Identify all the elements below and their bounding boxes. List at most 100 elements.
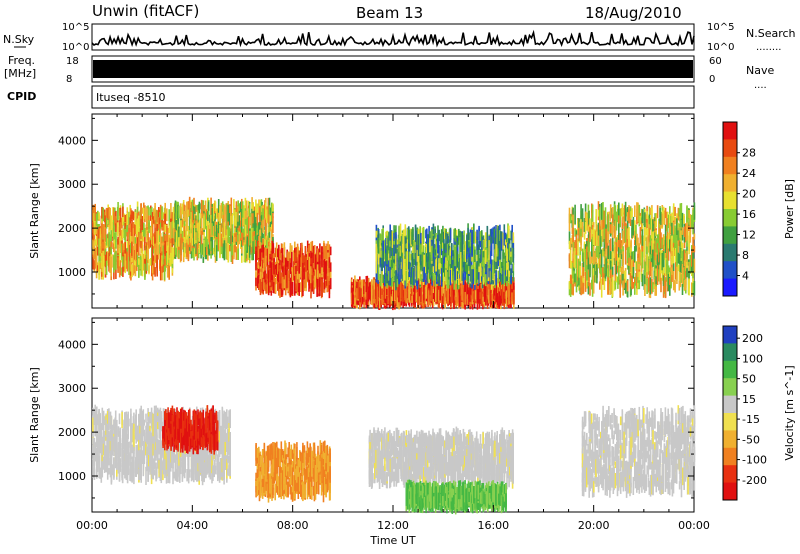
data-cell (261, 220, 263, 236)
data-cell (204, 244, 207, 260)
data-cell (278, 267, 280, 283)
nave-tick-high: 60 (709, 56, 722, 67)
data-cell (97, 265, 99, 272)
data-cell (326, 260, 328, 274)
data-cell (264, 270, 266, 289)
data-cell (171, 264, 174, 273)
data-cell (258, 247, 260, 259)
data-cell (386, 245, 388, 265)
data-cell (408, 285, 411, 303)
data-cell (280, 260, 283, 269)
data-cell (288, 266, 291, 275)
data-cell (109, 222, 111, 230)
data-cell (329, 262, 332, 272)
data-cell (161, 243, 163, 252)
data-cell (262, 244, 264, 258)
data-cell (131, 210, 133, 220)
data-cell (466, 282, 469, 295)
data-cell (412, 238, 414, 247)
data-cell (206, 209, 208, 220)
data-cell (144, 263, 146, 280)
data-cell (420, 264, 422, 271)
data-cell (482, 292, 485, 303)
data-cell (138, 258, 140, 265)
data-cell (122, 206, 124, 217)
data-cell (375, 230, 378, 238)
data-cell (264, 247, 266, 267)
data-cell (354, 294, 356, 306)
data-cell (275, 274, 278, 284)
data-cell (138, 265, 140, 278)
data-cell (386, 272, 388, 284)
data-cell (385, 253, 387, 261)
data-cell (421, 294, 424, 307)
data-cell (283, 279, 286, 289)
data-cell (215, 237, 218, 244)
data-cell (416, 249, 419, 262)
data-cell (215, 208, 218, 219)
data-cell (267, 246, 270, 263)
data-cell (261, 277, 263, 292)
data-cell (121, 230, 123, 240)
data-cell (159, 233, 162, 247)
data-cell (130, 223, 132, 233)
data-cell (146, 254, 148, 271)
data-cell (178, 250, 180, 259)
data-cell (223, 207, 226, 223)
data-cell (156, 254, 158, 270)
beam-title: Beam 13 (356, 4, 423, 22)
data-cell (259, 249, 262, 261)
data-cell (306, 260, 309, 271)
data-cell (280, 272, 283, 284)
data-cell (277, 261, 279, 275)
data-cell (283, 256, 286, 266)
data-cell (474, 235, 477, 244)
data-cell (504, 291, 507, 299)
data-cell (411, 261, 413, 278)
data-cell (280, 277, 283, 297)
data-cell (223, 240, 226, 261)
data-cell (488, 240, 490, 260)
data-cell (198, 245, 201, 254)
data-cell (474, 249, 476, 262)
data-cell (140, 257, 142, 276)
data-cell (174, 201, 177, 220)
data-cell (356, 288, 358, 301)
data-cell (251, 213, 253, 228)
data-cell (143, 207, 145, 221)
data-cell (144, 233, 146, 248)
data-cell (154, 267, 156, 277)
data-cell (156, 243, 158, 255)
data-cell (412, 256, 414, 267)
data-cell (94, 203, 96, 221)
data-cell (123, 221, 126, 240)
data-cell (113, 243, 115, 253)
data-cell (427, 235, 429, 251)
data-cell (406, 266, 409, 284)
data-cell (282, 276, 285, 291)
data-cell (417, 294, 420, 305)
data-cell (220, 246, 223, 255)
data-cell (124, 215, 126, 223)
data-cell (417, 250, 420, 267)
data-cell (414, 237, 417, 254)
freq-tick-low: 8 (66, 74, 72, 85)
data-cell (112, 219, 114, 237)
freq-unit-label: [MHz] (4, 67, 36, 80)
data-cell (146, 249, 148, 258)
data-cell (275, 242, 278, 259)
data-cell (114, 212, 116, 226)
data-cell (151, 248, 154, 266)
data-cell (252, 213, 254, 224)
data-cell (225, 210, 228, 226)
data-cell (171, 221, 174, 241)
data-cell (432, 272, 435, 281)
data-cell (130, 208, 132, 215)
data-cell (168, 262, 170, 270)
data-cell (214, 221, 217, 241)
data-cell (393, 233, 395, 242)
data-cell (416, 265, 419, 281)
data-cell (119, 222, 122, 236)
data-cell (428, 290, 430, 306)
